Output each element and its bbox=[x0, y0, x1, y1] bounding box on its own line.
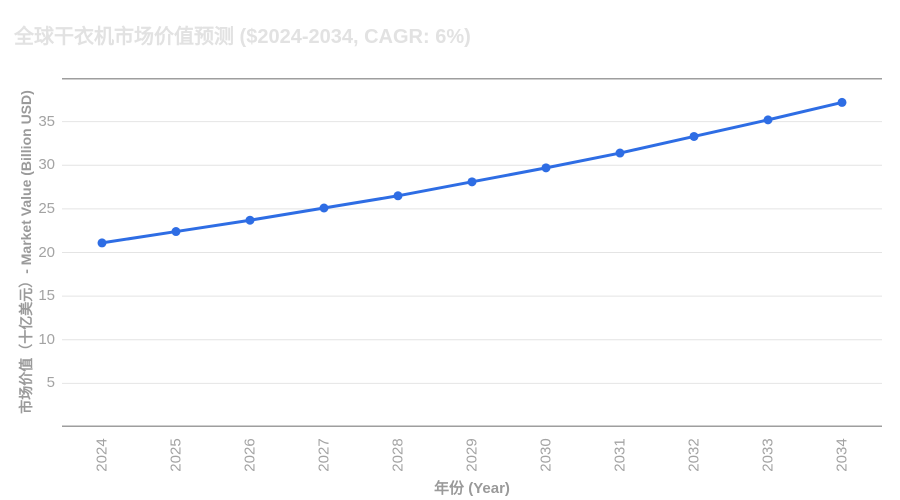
data-point-2029 bbox=[467, 177, 477, 187]
data-point-2028 bbox=[393, 191, 403, 201]
plot-area bbox=[62, 78, 882, 427]
y-tick-label: 35 bbox=[38, 112, 55, 130]
x-axis-title: 年份 (Year) bbox=[434, 480, 510, 497]
data-point-2030 bbox=[541, 163, 551, 173]
data-point-2032 bbox=[689, 131, 699, 141]
x-tick-label: 2024 bbox=[93, 438, 111, 472]
data-point-2024 bbox=[97, 238, 107, 248]
x-tick-label: 2026 bbox=[241, 438, 259, 472]
chart-title: 全球干衣机市场价值预测 ($2024-2034, CAGR: 6%) bbox=[14, 26, 471, 48]
y-tick-label: 20 bbox=[38, 243, 55, 261]
data-point-2033 bbox=[763, 115, 773, 125]
x-tick-label: 2031 bbox=[611, 438, 629, 472]
y-tick-label: 10 bbox=[38, 330, 55, 348]
x-tick-label: 2028 bbox=[389, 438, 407, 472]
x-tick-label: 2029 bbox=[463, 438, 481, 472]
data-point-2027 bbox=[319, 203, 329, 213]
market-value-line bbox=[100, 100, 844, 245]
y-tick-label: 5 bbox=[46, 374, 55, 392]
x-tick-label: 2032 bbox=[685, 438, 703, 472]
x-tick-label: 2034 bbox=[833, 438, 851, 472]
line-chart-svg bbox=[62, 78, 882, 427]
data-point-2025 bbox=[171, 227, 181, 237]
data-point-2034 bbox=[837, 97, 847, 107]
data-point-2026 bbox=[245, 215, 255, 225]
x-tick-label: 2025 bbox=[167, 438, 185, 472]
x-tick-label: 2030 bbox=[537, 438, 555, 472]
data-point-2031 bbox=[615, 148, 625, 158]
x-tick-label: 2033 bbox=[759, 438, 777, 472]
x-tick-label: 2027 bbox=[315, 438, 333, 472]
y-tick-label: 30 bbox=[38, 156, 55, 174]
y-tick-label: 15 bbox=[38, 287, 55, 305]
y-tick-label: 25 bbox=[38, 199, 55, 217]
